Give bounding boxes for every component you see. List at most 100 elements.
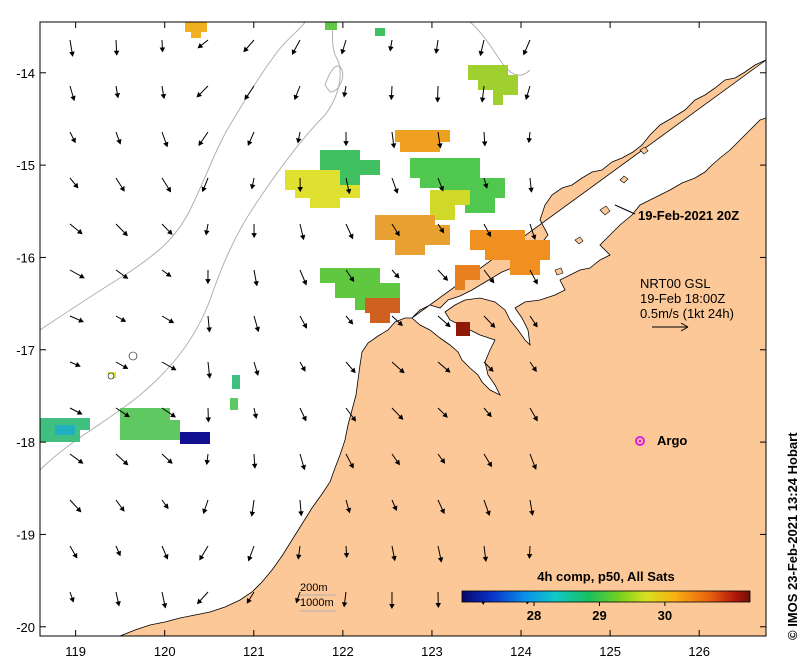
current-vector-arrow [198,131,209,147]
current-vector-arrow [437,453,446,464]
current-vector-arrow [434,85,441,103]
island-4 [639,146,649,155]
depth-1000-label: 1000m [300,597,334,609]
current-vector-arrow [483,361,494,372]
current-vector-arrow [69,177,79,189]
current-vector-arrow [159,39,166,53]
current-vector-arrow [529,223,537,241]
current-vector-arrow [291,39,301,55]
x-tick-label-120: 120 [154,644,176,659]
current-vector-arrow [345,315,354,325]
current-vector-arrow [528,177,534,193]
island-1 [599,205,611,216]
current-vector-arrow [345,453,354,469]
current-vector-arrow [529,269,538,285]
current-vector-arrow [483,223,492,238]
current-vector-arrow [197,39,209,49]
current-vector-arrow [115,453,129,466]
sst-patch-north [185,22,207,38]
current-vector-arrow [345,407,357,422]
current-vector-arrow [205,269,211,285]
current-vector-arrow [161,223,173,235]
current-vector-arrow [483,499,491,517]
y-tick-label--15: -15 [16,158,35,173]
sst-patch-orange-1 [395,130,450,152]
current-vector-arrow [69,269,85,279]
current-vector-arrow [483,177,489,189]
current-vector-arrow [114,85,120,99]
current-vector-arrow [483,315,496,328]
current-vector-arrow [345,499,352,514]
current-vector-arrow [391,315,403,327]
current-vector-arrow [391,269,400,279]
current-vectors [69,39,538,610]
current-vector-arrow [297,177,303,193]
current-vector-arrow [299,315,307,329]
sst-patch-green-2 [410,158,505,213]
current-vector-arrow [299,269,308,286]
current-vector-arrow [69,39,75,57]
current-vector-arrow [391,361,405,374]
colorbar-tick-label-28: 28 [527,608,541,623]
land-mass [119,59,766,636]
y-tick-label--16: -16 [16,250,35,265]
sst-patch-orange-4 [455,265,480,290]
current-vector-arrow [437,407,448,418]
sst-patch-orange-2 [375,215,450,255]
current-vector-arrow [340,39,347,55]
argo-marker [635,436,645,446]
current-vector-arrow [115,131,122,145]
current-vector-arrow [391,545,397,562]
axis-labels: 119 120 121 122 123 124 125 126 -14 -15 -16 -17 -18 -… [16,66,710,659]
depth-200-label: 200m [300,582,328,594]
vector-scale-arrow [652,322,689,332]
current-vector-arrow [161,269,172,277]
x-tick-label-124: 124 [510,644,532,659]
current-vector-arrow [296,545,302,560]
date-label: 19-Feb-2021 20Z [638,208,739,223]
current-vector-arrow [252,407,259,419]
argo-label: Argo [657,433,687,448]
current-vector-arrow [437,223,445,234]
current-vector-arrow [201,177,209,193]
current-vector-arrow [345,361,356,374]
island-2 [574,236,584,245]
current-vector-arrow [482,545,489,562]
current-vector-arrow [391,407,404,420]
current-vector-arrow [161,407,176,418]
sst-patch-small-1 [232,375,240,389]
current-vector-arrow [161,545,169,560]
current-vector-arrow [161,315,175,324]
current-vector-arrow [526,131,533,144]
island-3 [554,267,564,276]
date-label-pointer [614,204,636,215]
current-vector-arrow [299,361,306,372]
current-vector-arrow [247,131,255,146]
current-vector-arrow [481,131,488,147]
current-vector-arrow [115,407,130,418]
current-vector-arrow [389,591,395,610]
current-vector-arrow [202,499,209,515]
sst-patch-green-1 [320,150,380,185]
isobath-1000m-line [40,22,306,331]
current-vector-arrow [251,223,257,239]
x-tick-label-119: 119 [65,644,86,659]
current-vector-arrow [251,453,258,469]
current-vector-arrow [388,85,395,101]
current-vector-arrow [115,269,129,279]
vector-source-label: NRT00 GSL [640,276,711,291]
current-vector-arrow [483,453,493,468]
current-vector-arrow [529,361,537,372]
current-vector-arrow [247,545,255,562]
current-vector-arrow [204,223,210,236]
argo-marker-center [638,439,642,443]
x-tick-label-122: 122 [332,644,354,659]
current-vector-arrow [161,591,168,609]
current-vector-arrow [529,315,538,328]
current-vector-arrow [161,131,169,148]
current-vector-arrow [115,361,129,369]
x-tick-label-121: 121 [243,644,265,659]
current-vector-arrow [345,269,355,283]
current-vector-arrow [437,499,445,515]
